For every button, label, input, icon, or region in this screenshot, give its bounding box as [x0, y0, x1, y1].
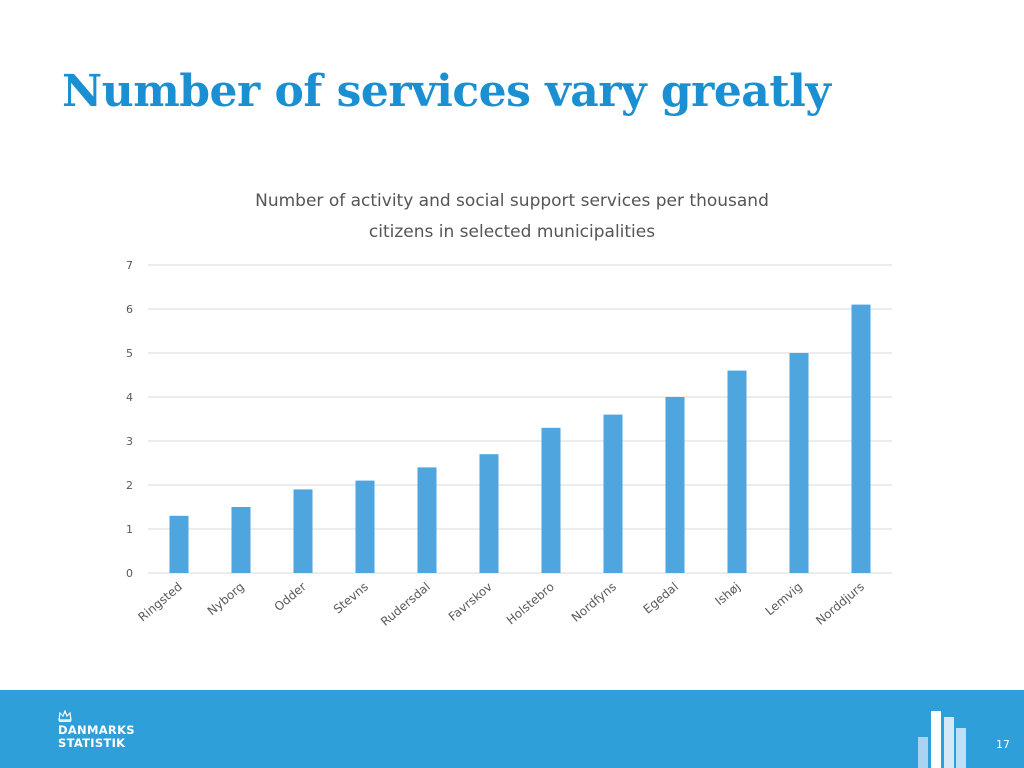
y-tick-label: 4: [126, 391, 133, 404]
bar: [231, 507, 251, 573]
decorative-bars-icon: [918, 711, 966, 768]
logo-line-2: STATISTIK: [58, 736, 126, 750]
x-tick-label: Favrskov: [446, 580, 495, 624]
crown-icon: [58, 710, 72, 722]
x-tick-label: Nyborg: [205, 580, 247, 619]
x-tick-label: Egedal: [641, 580, 681, 617]
x-tick-label: Holstebro: [504, 580, 557, 628]
x-tick-label: Ishøj: [712, 580, 743, 609]
x-tick-label: Odder: [272, 580, 309, 615]
x-tick-label: Rudersdal: [378, 580, 433, 629]
y-tick-label: 0: [126, 567, 133, 580]
x-axis-labels: Ringsted Nyborg Odder Stevns Rudersdal Favrsk…: [135, 580, 866, 629]
bar: [169, 515, 189, 573]
x-tick-label: Lemvig: [763, 580, 805, 619]
x-tick-label: Ringsted: [135, 580, 184, 625]
bar: [603, 414, 623, 573]
y-tick-label: 5: [126, 347, 133, 360]
y-tick-label: 2: [126, 479, 133, 492]
y-tick-label: 1: [126, 523, 133, 536]
danmarks-statistik-logo: DANMARKS STATISTIK: [58, 710, 148, 754]
slide-title: Number of services vary greatly: [62, 66, 831, 117]
y-tick-label: 7: [126, 259, 133, 272]
y-tick-label: 6: [126, 303, 133, 316]
footer-band: DANMARKS STATISTIK 17: [0, 690, 1024, 768]
x-tick-label: Nordfyns: [569, 580, 619, 625]
bar: [417, 467, 437, 573]
bar: [851, 304, 871, 573]
x-tick-label: Stevns: [331, 580, 371, 617]
bar: [355, 480, 375, 573]
gridlines: [148, 264, 892, 574]
bar-chart: 0 1 2 3 4 5 6 7 Ringsted Nyborg Odder Stevns Ruders…: [126, 259, 892, 629]
bar: [479, 454, 499, 573]
y-axis-ticks: 0 1 2 3 4 5 6 7: [126, 259, 133, 580]
y-tick-label: 3: [126, 435, 133, 448]
chart-title-line-2: citizens in selected municipalities: [368, 222, 656, 242]
bar: [727, 370, 747, 573]
x-tick-label: Norddjurs: [813, 580, 867, 628]
page-number: 17: [996, 738, 1010, 751]
chart-title-line-1: Number of activity and social support se…: [255, 191, 769, 211]
chart-title: Number of activity and social support se…: [150, 186, 874, 248]
bars: [169, 304, 871, 573]
bar: [541, 427, 561, 573]
bar: [789, 353, 809, 573]
bar: [293, 489, 313, 573]
logo-line-1: DANMARKS: [58, 723, 135, 737]
bar: [665, 397, 685, 573]
